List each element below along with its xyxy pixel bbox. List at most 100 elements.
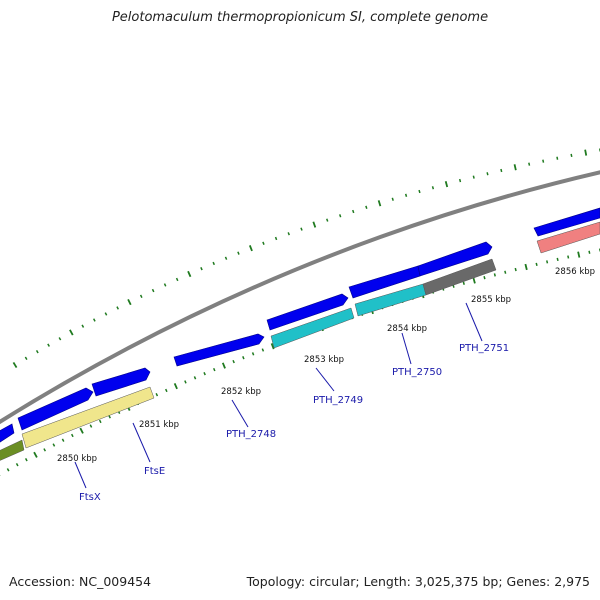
forward-strand-cds: [0, 207, 600, 446]
scale-tick: [377, 200, 382, 207]
scale-tick: [287, 232, 290, 236]
gene-ftse[interactable]: [21, 386, 155, 449]
cds-arrow[interactable]: [173, 333, 265, 367]
coordinate-label: 2850 kbp: [57, 454, 97, 464]
scale-tick: [248, 245, 253, 252]
scale-tick: [458, 178, 462, 183]
coordinate-label: 2856 kbp: [555, 267, 595, 277]
scale-tick: [528, 162, 531, 166]
scale-tick: [567, 255, 570, 259]
scale-tick: [261, 348, 265, 352]
scale-tick: [203, 372, 206, 376]
scale-tick: [12, 361, 18, 369]
scale-tick: [70, 433, 74, 438]
scale-tick: [584, 149, 588, 156]
scale-tick: [43, 448, 47, 452]
scale-tick: [151, 288, 155, 293]
scale-tick: [139, 294, 143, 298]
cds-arrow[interactable]: [0, 423, 15, 446]
scale-tick: [173, 383, 178, 390]
scale-tick: [165, 388, 168, 393]
inner-tick-ring: [0, 248, 600, 477]
scale-tick: [270, 343, 275, 350]
scale-tick: [504, 270, 507, 274]
scale-tick: [24, 458, 28, 462]
scale-tick: [79, 427, 84, 434]
map-title: Pelotomaculum thermopropionicum SI, comp…: [111, 10, 489, 25]
scale-tick: [365, 205, 368, 209]
scale-tick: [500, 168, 503, 173]
coordinate-label: 2851 kbp: [139, 420, 179, 430]
coordinate-label: 2852 kbp: [221, 387, 261, 397]
gene-label-pth-2748[interactable]: PTH_2748: [226, 429, 276, 440]
scale-tick: [493, 273, 496, 277]
scale-tick: [251, 352, 255, 356]
scale-tick: [237, 251, 240, 255]
scale-tick: [200, 266, 203, 271]
gene-label-ftsx[interactable]: FtsX: [79, 492, 101, 503]
scale-tick: [187, 270, 192, 278]
scale-tick: [6, 468, 10, 472]
scale-tick: [242, 356, 245, 360]
scale-tick: [546, 260, 549, 264]
scale-tick: [33, 451, 38, 458]
scale-tick: [58, 337, 62, 341]
scale-tick: [175, 277, 179, 282]
scale-tick: [326, 218, 329, 222]
scale-tick: [108, 415, 111, 419]
scale-tick: [24, 356, 28, 360]
topology-text: Topology: circular; Length: 3,025,375 bp…: [246, 574, 590, 589]
gene-pth-2749[interactable]: [270, 307, 355, 349]
scale-tick: [300, 227, 303, 231]
scale-tick: [69, 329, 74, 336]
gene-label-ftse[interactable]: FtsE: [144, 466, 165, 477]
cds-arrow[interactable]: [91, 367, 151, 397]
cds-arrow[interactable]: [17, 387, 94, 431]
scale-tick: [35, 350, 39, 354]
scale-tick: [184, 380, 187, 384]
scale-tick: [391, 197, 394, 201]
scale-tick: [52, 443, 56, 447]
annotated-genes: [0, 221, 600, 464]
scale-tick: [577, 251, 581, 258]
scale-tick: [92, 318, 96, 322]
gene-pth-2751[interactable]: [422, 258, 497, 296]
cds-arrow[interactable]: [266, 293, 349, 331]
scale-tick: [212, 261, 215, 266]
cds-arrow[interactable]: [417, 241, 493, 277]
scale-tick: [418, 189, 421, 194]
scale-tick: [588, 250, 591, 254]
accession-text: Accession: NC_009454: [9, 574, 152, 589]
scale-tick: [98, 419, 102, 424]
scale-tick: [61, 438, 65, 442]
scale-tick: [535, 262, 538, 267]
scale-tick: [483, 276, 486, 280]
scale-tick: [514, 267, 517, 272]
gene-label-pth-2751[interactable]: PTH_2751: [459, 343, 509, 354]
gene-label-pth-2750[interactable]: PTH_2750: [392, 367, 442, 378]
scale-tick: [274, 236, 278, 241]
scale-tick: [431, 186, 435, 190]
scale-tick: [404, 193, 408, 197]
scale-tick: [127, 299, 132, 306]
scale-tick: [89, 424, 93, 428]
scale-tick: [81, 324, 85, 328]
scale-tick: [193, 376, 197, 380]
outer-tick-ring: [12, 148, 600, 369]
gene-label-pth-2749[interactable]: PTH_2749: [313, 395, 363, 406]
scale-tick: [116, 306, 119, 310]
coordinate-label: 2855 kbp: [471, 295, 511, 305]
scale-tick: [570, 153, 573, 158]
scale-tick: [221, 362, 226, 369]
scale-tick: [212, 367, 216, 372]
label-leaders: [74, 302, 483, 489]
gene-ftsx[interactable]: [0, 439, 25, 464]
gene-next[interactable]: [536, 221, 600, 254]
cds-arrow[interactable]: [533, 207, 600, 237]
scale-tick: [542, 159, 545, 163]
scale-tick: [556, 257, 559, 262]
scale-tick: [155, 393, 159, 397]
scale-tick: [472, 175, 475, 179]
scale-tick: [224, 256, 228, 260]
scale-tick: [513, 164, 517, 171]
